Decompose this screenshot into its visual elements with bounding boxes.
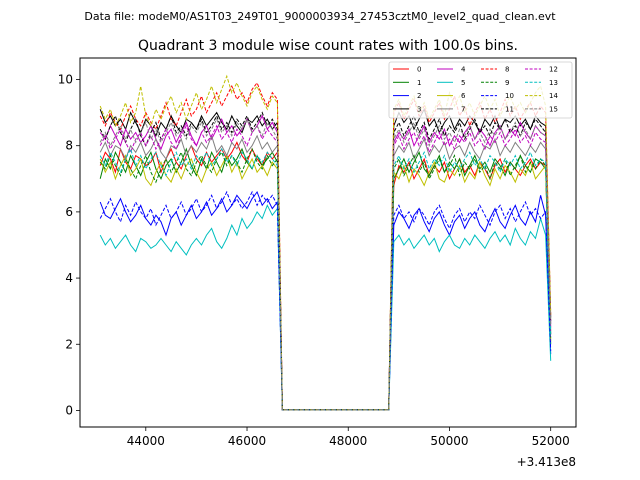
series-line-0 — [99, 141, 552, 411]
x-tick-label: 46000 — [228, 434, 266, 448]
series-line-1 — [99, 147, 552, 411]
legend-label-1: 1 — [417, 79, 421, 87]
series-line-7 — [99, 134, 552, 411]
x-tick-label: 48000 — [329, 434, 367, 448]
y-axis: 0 2 4 6 8 10 — [58, 73, 80, 417]
y-tick-label: 8 — [65, 139, 73, 153]
data-file-caption: Data file: modeM0/AS1T03_249T01_90000039… — [84, 10, 556, 23]
series-line-2 — [99, 190, 552, 411]
legend-label-8: 8 — [505, 66, 509, 74]
series-line-4 — [99, 114, 552, 411]
y-tick-label: 4 — [65, 271, 73, 285]
legend-label-15: 15 — [549, 105, 558, 113]
axes-frame — [79, 57, 577, 428]
legend-label-12: 12 — [549, 66, 558, 74]
x-offset-label: +3.413e8 — [517, 455, 576, 469]
y-tick-label: 10 — [58, 73, 73, 87]
chart-title: Quadrant 3 module wise count rates with … — [138, 38, 518, 54]
legend-label-13: 13 — [549, 79, 558, 87]
x-tick-label: 50000 — [430, 434, 468, 448]
legend-label-3: 3 — [417, 105, 421, 113]
legend-label-7: 7 — [461, 105, 465, 113]
series-line-6 — [99, 154, 552, 411]
x-axis: 44000 46000 48000 50000 52000 — [127, 427, 570, 448]
series-line-14 — [99, 74, 552, 411]
y-tick-label: 6 — [65, 205, 73, 219]
x-tick-label: 44000 — [127, 434, 165, 448]
legend-label-4: 4 — [461, 66, 466, 74]
series-line-12 — [99, 124, 552, 411]
legend-label-0: 0 — [417, 66, 421, 74]
legend-label-10: 10 — [505, 92, 514, 100]
legend-label-5: 5 — [461, 79, 465, 87]
legend-label-9: 9 — [505, 79, 509, 87]
y-tick-label: 2 — [65, 337, 73, 351]
x-tick-label: 52000 — [532, 434, 570, 448]
legend-label-6: 6 — [461, 92, 466, 100]
series-line-15 — [99, 117, 552, 411]
legend-box — [388, 61, 573, 119]
series-line-13 — [99, 147, 552, 411]
y-tick-label: 0 — [65, 403, 73, 417]
legend-label-14: 14 — [549, 92, 558, 100]
series-line-5 — [99, 204, 552, 411]
plot-area — [99, 74, 552, 411]
legend-label-11: 11 — [505, 105, 514, 113]
series-line-11 — [99, 111, 552, 411]
series-line-9 — [99, 147, 552, 411]
series-line-10 — [99, 190, 552, 411]
legend-label-2: 2 — [417, 92, 421, 100]
